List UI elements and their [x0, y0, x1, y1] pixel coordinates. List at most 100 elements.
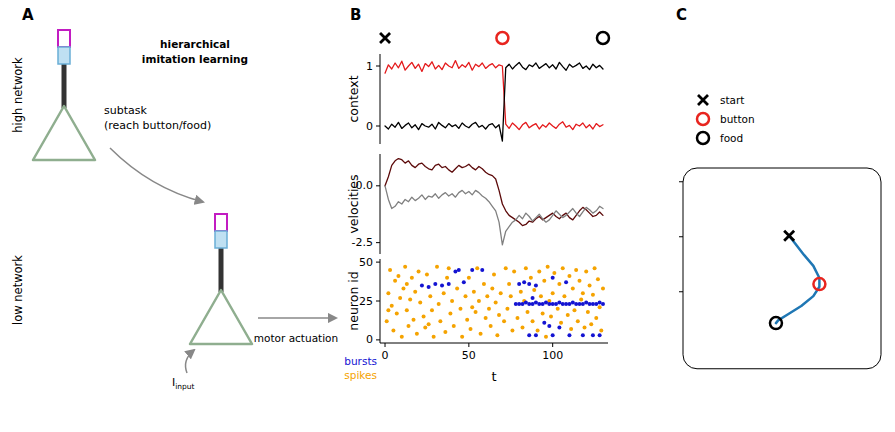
legend-label: bursts [344, 355, 377, 367]
scatter-point [427, 322, 431, 326]
scatter-point [479, 332, 483, 336]
scatter-point [410, 276, 414, 280]
scatter-point [425, 273, 429, 277]
scatter-point [398, 296, 402, 300]
scatter-point [561, 266, 565, 270]
scatter-point [448, 311, 452, 315]
scatter-point [420, 283, 424, 287]
y-tick [376, 242, 380, 243]
x-tick-label: 0 [382, 349, 389, 362]
panel-label: B [350, 6, 361, 24]
scatter-point [401, 287, 405, 291]
y-tick [679, 291, 683, 292]
scatter-point [505, 307, 509, 311]
scatter-point [586, 310, 590, 314]
series-line [385, 62, 603, 141]
scatter-point [395, 311, 399, 315]
scatter-point [413, 290, 417, 294]
plot-frame [683, 168, 881, 369]
y-tick [376, 185, 380, 186]
scatter-point [591, 333, 595, 337]
legend-label: start [720, 94, 744, 106]
scatter-point [407, 324, 411, 328]
scatter-point [504, 266, 508, 270]
scatter-point [484, 316, 488, 320]
output-label: motor actuation [254, 332, 338, 344]
scatter-point [517, 282, 521, 286]
scatter-point [598, 305, 602, 309]
scatter-point [544, 335, 548, 339]
scatter-point [526, 310, 530, 314]
scatter-point [534, 283, 538, 287]
scatter-point [450, 299, 454, 303]
scatter-point [546, 265, 550, 269]
low-neuron-soma [190, 290, 252, 344]
scatter-point [391, 329, 395, 333]
y-tick [376, 301, 380, 302]
edge-label: subtask [104, 104, 147, 117]
chart: 0.0-2.5velocities [346, 154, 603, 254]
scatter-point [556, 307, 560, 311]
figure: ABChierarchicalimitation learninghigh ne… [0, 0, 895, 432]
scatter-point [541, 311, 545, 315]
scatter-point [581, 333, 585, 337]
data [770, 231, 825, 329]
scatter-point [542, 279, 546, 283]
low-neuron-stem [219, 248, 224, 292]
scatter-point [492, 273, 496, 277]
scatter-point [469, 327, 473, 331]
scatter-point [494, 301, 498, 305]
input-subscript: input [175, 382, 194, 391]
scatter-point [532, 288, 536, 292]
scatter-point [813, 278, 825, 290]
x-tick-label: 50 [462, 349, 476, 362]
series-line [385, 186, 603, 245]
scatter-point [490, 287, 494, 291]
scatter-point [784, 231, 794, 241]
scatter-point [487, 307, 491, 311]
scatter-point [536, 329, 540, 333]
scatter-point [509, 294, 513, 298]
scatter-point [519, 290, 523, 294]
diagram-title: hierarchical [160, 38, 230, 50]
scatter-point [386, 291, 390, 295]
scatter-point [596, 277, 600, 281]
diagram: hierarchicalimitation learninghigh netwo… [11, 30, 338, 391]
scatter-point [593, 266, 597, 270]
scatter-point [400, 335, 404, 339]
scatter-point [557, 325, 561, 329]
subtask-arrow [110, 148, 203, 202]
scatter-point [601, 287, 605, 291]
scatter-point [562, 294, 566, 298]
y-axis-line [380, 54, 381, 144]
y-tick-label: 1 [366, 60, 373, 73]
scatter-point [499, 291, 503, 295]
scatter-point [465, 318, 469, 322]
scatter-point [574, 268, 578, 272]
scatter-point [551, 276, 555, 280]
scatter-point [428, 294, 432, 298]
diagram-title: imitation learning [142, 53, 248, 65]
data [385, 265, 605, 339]
scatter-point [551, 291, 555, 295]
scatter-point [564, 280, 568, 284]
scatter-point [447, 282, 451, 286]
output-arrow [258, 317, 336, 319]
scatter-point [515, 316, 519, 320]
scatter-point [430, 308, 434, 312]
x-tick [552, 343, 553, 347]
scatter-point [591, 293, 595, 297]
legend-label: button [720, 113, 755, 125]
scatter-point [432, 335, 436, 339]
y-tick [376, 126, 380, 127]
y-tick [376, 339, 380, 340]
scatter-point [452, 324, 456, 328]
high-neuron-dendrite [58, 47, 70, 64]
scatter-point [472, 290, 476, 294]
scatter-point [549, 315, 553, 319]
scatter-point [422, 315, 426, 319]
scatter-point [455, 287, 459, 291]
event-marker [380, 33, 390, 43]
scatter-point [437, 302, 441, 306]
scatter-point [405, 282, 409, 286]
